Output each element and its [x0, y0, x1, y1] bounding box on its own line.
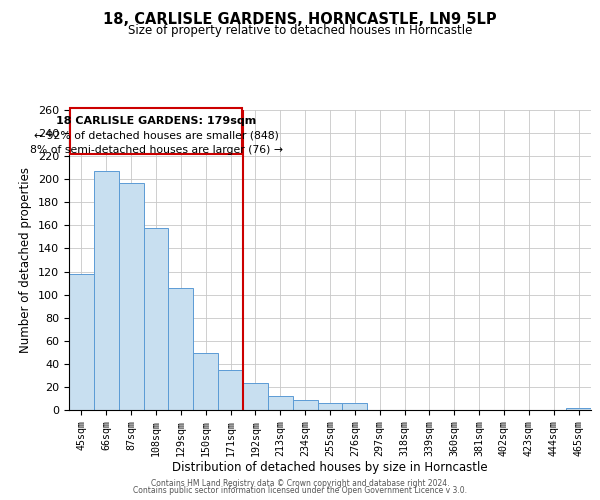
X-axis label: Distribution of detached houses by size in Horncastle: Distribution of detached houses by size …: [172, 462, 488, 474]
Bar: [268, 396, 293, 410]
FancyBboxPatch shape: [70, 108, 242, 154]
Bar: [69, 274, 94, 410]
Text: 8% of semi-detached houses are larger (76) →: 8% of semi-detached houses are larger (7…: [29, 144, 283, 154]
Bar: [193, 354, 218, 410]
Bar: [317, 403, 343, 410]
Y-axis label: Number of detached properties: Number of detached properties: [19, 167, 32, 353]
Text: Contains HM Land Registry data © Crown copyright and database right 2024.: Contains HM Land Registry data © Crown c…: [151, 478, 449, 488]
Bar: [243, 384, 268, 410]
Text: Size of property relative to detached houses in Horncastle: Size of property relative to detached ho…: [128, 24, 472, 37]
Text: 18, CARLISLE GARDENS, HORNCASTLE, LN9 5LP: 18, CARLISLE GARDENS, HORNCASTLE, LN9 5L…: [103, 12, 497, 28]
Bar: [169, 288, 193, 410]
Bar: [566, 408, 591, 410]
Bar: [143, 228, 169, 410]
Text: ← 92% of detached houses are smaller (848): ← 92% of detached houses are smaller (84…: [34, 131, 278, 141]
Text: Contains public sector information licensed under the Open Government Licence v : Contains public sector information licen…: [133, 486, 467, 495]
Bar: [119, 182, 143, 410]
Bar: [94, 171, 119, 410]
Bar: [218, 370, 243, 410]
Bar: [293, 400, 317, 410]
Text: 18 CARLISLE GARDENS: 179sqm: 18 CARLISLE GARDENS: 179sqm: [56, 116, 256, 126]
Bar: [343, 403, 367, 410]
